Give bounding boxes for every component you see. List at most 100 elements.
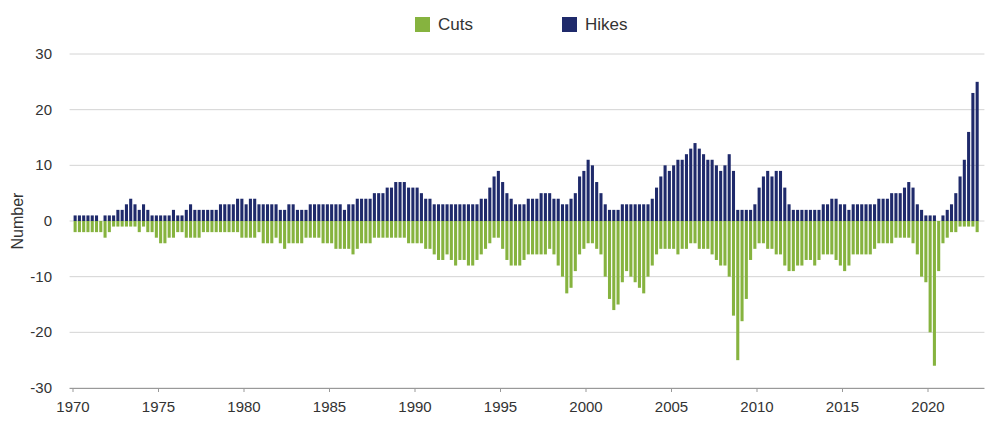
bar bbox=[702, 154, 705, 221]
bar bbox=[625, 221, 628, 271]
bar bbox=[835, 199, 838, 221]
x-tick-label: 1990 bbox=[398, 398, 431, 415]
bar bbox=[740, 221, 743, 321]
bar bbox=[151, 215, 154, 221]
bar bbox=[172, 210, 175, 221]
legend-label: Cuts bbox=[438, 15, 473, 34]
bar bbox=[864, 204, 867, 221]
bar bbox=[800, 221, 803, 266]
bar bbox=[711, 221, 714, 254]
bar bbox=[151, 221, 154, 232]
grid-line bbox=[70, 332, 985, 333]
bar bbox=[826, 204, 829, 221]
bar bbox=[339, 204, 342, 221]
bar bbox=[715, 165, 718, 221]
bar bbox=[544, 221, 547, 254]
bar bbox=[664, 221, 667, 249]
bar bbox=[706, 221, 709, 249]
bar bbox=[788, 221, 791, 271]
bar bbox=[946, 210, 949, 221]
bar bbox=[668, 171, 671, 221]
bar bbox=[557, 221, 560, 266]
bar bbox=[180, 221, 183, 232]
bar bbox=[847, 210, 850, 221]
bar bbox=[843, 204, 846, 221]
bar bbox=[745, 221, 748, 299]
bar bbox=[946, 221, 949, 238]
bar bbox=[655, 221, 658, 254]
bar bbox=[788, 204, 791, 221]
bar bbox=[937, 221, 940, 271]
bar bbox=[168, 215, 171, 221]
bar bbox=[330, 221, 333, 243]
bar bbox=[822, 221, 825, 254]
bar bbox=[189, 204, 192, 221]
bar bbox=[343, 210, 346, 221]
bar bbox=[420, 221, 423, 243]
bar bbox=[245, 221, 248, 238]
bar bbox=[446, 204, 449, 221]
bar bbox=[933, 215, 936, 221]
bar bbox=[129, 221, 132, 227]
bar bbox=[202, 221, 205, 232]
bar bbox=[262, 204, 265, 221]
bar bbox=[283, 221, 286, 249]
bar bbox=[527, 199, 530, 221]
bar bbox=[582, 171, 585, 221]
bar bbox=[356, 221, 359, 249]
bar bbox=[326, 221, 329, 243]
bar bbox=[882, 221, 885, 243]
bar bbox=[531, 221, 534, 254]
bar bbox=[518, 204, 521, 221]
x-tick bbox=[500, 388, 501, 392]
bar bbox=[646, 221, 649, 277]
bar bbox=[732, 221, 735, 316]
bar bbox=[292, 204, 295, 221]
bar bbox=[262, 221, 265, 243]
y-tick-label: -30 bbox=[30, 379, 52, 396]
bar bbox=[527, 221, 530, 254]
bar bbox=[488, 221, 491, 243]
bar bbox=[394, 182, 397, 221]
bar bbox=[176, 215, 179, 221]
bar bbox=[373, 193, 376, 221]
bar bbox=[561, 204, 564, 221]
bar bbox=[728, 221, 731, 277]
bar bbox=[240, 199, 243, 221]
bar bbox=[292, 221, 295, 243]
bar bbox=[531, 199, 534, 221]
bar bbox=[924, 221, 927, 282]
bar bbox=[441, 204, 444, 221]
bar bbox=[959, 221, 962, 227]
bar bbox=[283, 210, 286, 221]
bar bbox=[779, 171, 782, 221]
x-tick bbox=[757, 388, 758, 392]
grid-line bbox=[70, 109, 985, 110]
bar bbox=[723, 221, 726, 266]
bar bbox=[976, 221, 979, 232]
bar bbox=[467, 221, 470, 266]
bar bbox=[736, 210, 739, 221]
bar bbox=[929, 221, 932, 332]
bar bbox=[587, 160, 590, 221]
bar bbox=[142, 221, 145, 227]
grid-line bbox=[70, 54, 985, 55]
bar bbox=[967, 221, 970, 227]
bar bbox=[253, 221, 256, 238]
bar bbox=[193, 210, 196, 221]
bar bbox=[116, 210, 119, 221]
bar bbox=[843, 221, 846, 271]
bar bbox=[907, 182, 910, 221]
bar bbox=[762, 176, 765, 221]
bar bbox=[954, 193, 957, 221]
bar bbox=[176, 221, 179, 232]
bar bbox=[322, 221, 325, 243]
bar bbox=[441, 221, 444, 260]
bar bbox=[903, 188, 906, 221]
bar bbox=[463, 221, 466, 260]
bar bbox=[236, 221, 239, 232]
bar bbox=[882, 199, 885, 221]
bar bbox=[698, 221, 701, 249]
bar bbox=[522, 221, 525, 260]
bar bbox=[796, 221, 799, 266]
